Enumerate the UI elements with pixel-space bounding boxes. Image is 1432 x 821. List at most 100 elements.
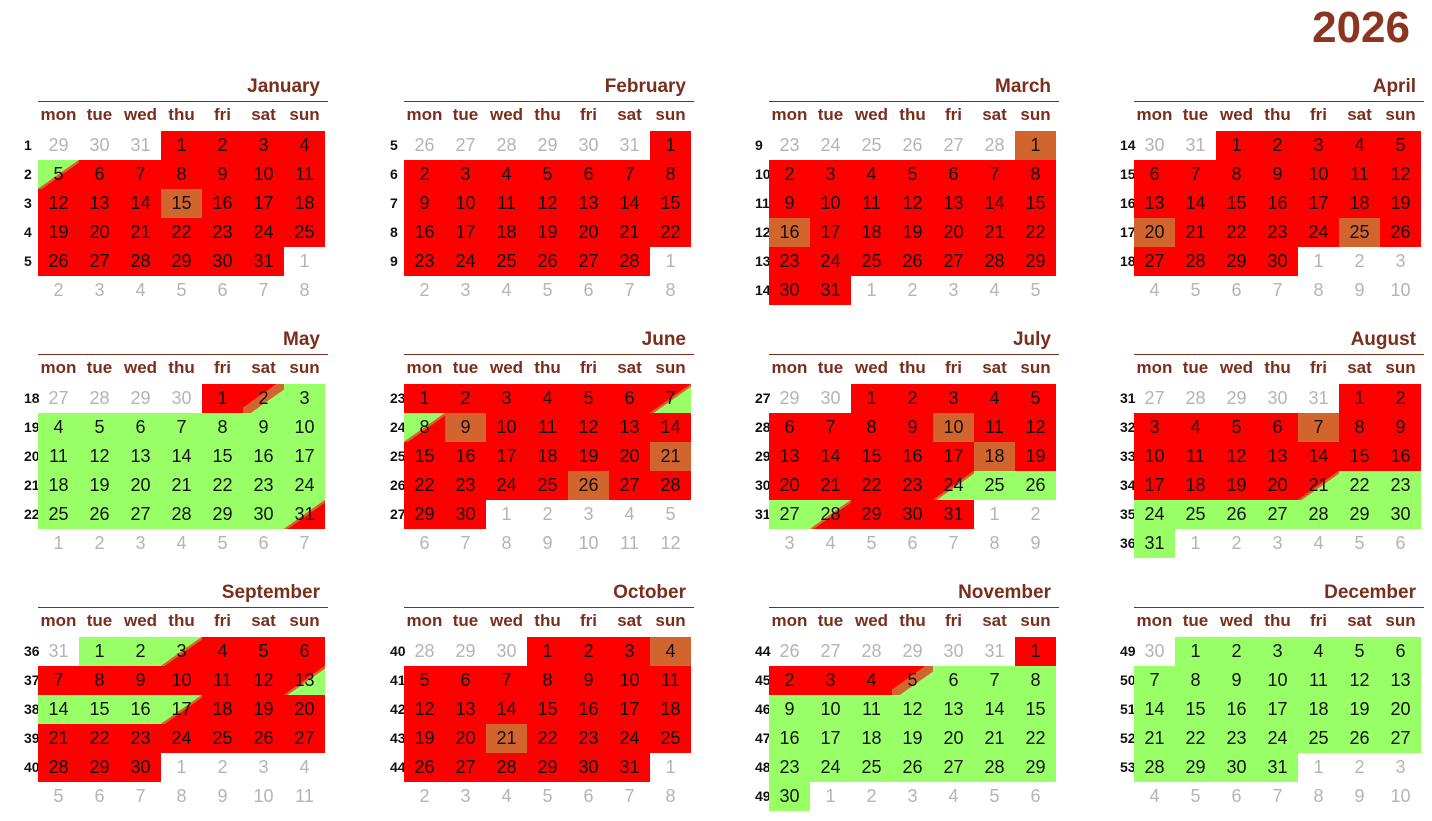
day-cell[interactable]: 25 — [527, 471, 568, 500]
day-cell[interactable]: 10 — [810, 189, 851, 218]
day-cell[interactable]: 20 — [609, 442, 650, 471]
day-cell[interactable]: 20 — [568, 218, 609, 247]
day-cell[interactable]: 21 — [1134, 724, 1175, 753]
day-cell[interactable]: 11 — [1298, 666, 1339, 695]
day-cell[interactable]: 14 — [38, 695, 79, 724]
day-cell[interactable]: 13 — [79, 189, 120, 218]
day-cell[interactable]: 28 — [161, 500, 202, 529]
day-cell[interactable]: 16 — [1216, 695, 1257, 724]
day-cell[interactable]: 7 — [650, 384, 691, 413]
day-cell[interactable]: 19 — [243, 695, 284, 724]
day-cell[interactable]: 24 — [1298, 218, 1339, 247]
day-cell[interactable]: 16 — [769, 724, 810, 753]
day-cell[interactable]: 30 — [1216, 753, 1257, 782]
day-cell[interactable]: 28 — [1298, 500, 1339, 529]
day-cell[interactable]: 26 — [243, 724, 284, 753]
day-cell[interactable]: 10 — [284, 413, 325, 442]
day-cell[interactable]: 31 — [1257, 753, 1298, 782]
day-cell[interactable]: 15 — [851, 442, 892, 471]
day-cell[interactable]: 21 — [810, 471, 851, 500]
day-cell[interactable]: 29 — [1216, 247, 1257, 276]
day-cell[interactable]: 29 — [202, 500, 243, 529]
day-cell[interactable]: 15 — [161, 189, 202, 218]
day-cell[interactable]: 10 — [161, 666, 202, 695]
day-cell[interactable]: 21 — [161, 471, 202, 500]
day-cell[interactable]: 24 — [445, 247, 486, 276]
day-cell[interactable]: 30 — [568, 753, 609, 782]
day-cell[interactable]: 24 — [284, 471, 325, 500]
day-cell[interactable]: 12 — [79, 442, 120, 471]
day-cell[interactable]: 20 — [933, 724, 974, 753]
day-cell[interactable]: 24 — [933, 471, 974, 500]
day-cell[interactable]: 12 — [1380, 160, 1421, 189]
day-cell[interactable]: 7 — [486, 666, 527, 695]
day-cell[interactable]: 6 — [79, 160, 120, 189]
day-cell[interactable]: 3 — [609, 637, 650, 666]
day-cell[interactable]: 6 — [284, 637, 325, 666]
day-cell[interactable]: 16 — [202, 189, 243, 218]
day-cell[interactable]: 22 — [1015, 724, 1056, 753]
day-cell[interactable]: 31 — [933, 500, 974, 529]
day-cell[interactable]: 26 — [38, 247, 79, 276]
day-cell[interactable]: 23 — [445, 471, 486, 500]
day-cell[interactable]: 25 — [1298, 724, 1339, 753]
day-cell[interactable]: 28 — [486, 753, 527, 782]
day-cell[interactable]: 4 — [1175, 413, 1216, 442]
day-cell[interactable]: 24 — [1257, 724, 1298, 753]
day-cell[interactable]: 5 — [1216, 413, 1257, 442]
day-cell[interactable]: 18 — [851, 218, 892, 247]
day-cell[interactable]: 18 — [202, 695, 243, 724]
day-cell[interactable]: 11 — [202, 666, 243, 695]
day-cell[interactable]: 28 — [650, 471, 691, 500]
day-cell[interactable]: 25 — [202, 724, 243, 753]
day-cell[interactable]: 14 — [1175, 189, 1216, 218]
day-cell[interactable]: 3 — [445, 160, 486, 189]
day-cell[interactable]: 23 — [568, 724, 609, 753]
day-cell[interactable]: 14 — [1298, 442, 1339, 471]
day-cell[interactable]: 2 — [892, 384, 933, 413]
day-cell[interactable]: 9 — [892, 413, 933, 442]
day-cell[interactable]: 25 — [851, 753, 892, 782]
day-cell[interactable]: 16 — [404, 218, 445, 247]
day-cell[interactable]: 25 — [486, 247, 527, 276]
day-cell[interactable]: 31 — [609, 753, 650, 782]
day-cell[interactable]: 3 — [933, 384, 974, 413]
day-cell[interactable]: 29 — [404, 500, 445, 529]
day-cell[interactable]: 29 — [1175, 753, 1216, 782]
day-cell[interactable]: 31 — [810, 276, 851, 305]
day-cell[interactable]: 11 — [38, 442, 79, 471]
day-cell[interactable]: 30 — [769, 782, 810, 811]
day-cell[interactable]: 24 — [486, 471, 527, 500]
day-cell[interactable]: 27 — [79, 247, 120, 276]
day-cell[interactable]: 15 — [1216, 189, 1257, 218]
day-cell[interactable]: 21 — [974, 724, 1015, 753]
day-cell[interactable]: 6 — [1134, 160, 1175, 189]
day-cell[interactable]: 3 — [810, 160, 851, 189]
day-cell[interactable]: 8 — [1175, 666, 1216, 695]
day-cell[interactable]: 14 — [810, 442, 851, 471]
day-cell[interactable]: 14 — [486, 695, 527, 724]
day-cell[interactable]: 13 — [609, 413, 650, 442]
day-cell[interactable]: 8 — [1216, 160, 1257, 189]
day-cell[interactable]: 18 — [650, 695, 691, 724]
day-cell[interactable]: 14 — [974, 695, 1015, 724]
day-cell[interactable]: 27 — [1257, 500, 1298, 529]
day-cell[interactable]: 18 — [1339, 189, 1380, 218]
day-cell[interactable]: 12 — [568, 413, 609, 442]
day-cell[interactable]: 31 — [1134, 529, 1175, 558]
day-cell[interactable]: 8 — [650, 160, 691, 189]
day-cell[interactable]: 13 — [284, 666, 325, 695]
day-cell[interactable]: 8 — [404, 413, 445, 442]
day-cell[interactable]: 24 — [609, 724, 650, 753]
day-cell[interactable]: 6 — [609, 384, 650, 413]
day-cell[interactable]: 20 — [445, 724, 486, 753]
day-cell[interactable]: 19 — [1339, 695, 1380, 724]
day-cell[interactable]: 7 — [120, 160, 161, 189]
day-cell[interactable]: 3 — [1298, 131, 1339, 160]
day-cell[interactable]: 29 — [161, 247, 202, 276]
day-cell[interactable]: 30 — [445, 500, 486, 529]
day-cell[interactable]: 4 — [650, 637, 691, 666]
day-cell[interactable]: 28 — [1175, 247, 1216, 276]
day-cell[interactable]: 30 — [202, 247, 243, 276]
day-cell[interactable]: 3 — [284, 384, 325, 413]
